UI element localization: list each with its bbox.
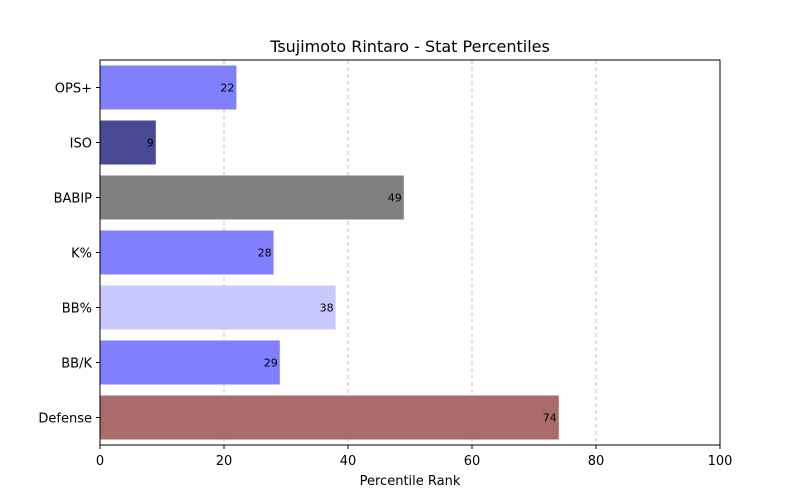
bar [100, 120, 156, 165]
x-tick-label: 40 [340, 454, 357, 469]
bar-value-label: 22 [220, 82, 234, 95]
x-tick-label: 80 [588, 454, 605, 469]
y-tick-label: BABIP [54, 192, 93, 207]
x-tick-label: 60 [464, 454, 481, 469]
chart-title: Tsujimoto Rintaro - Stat Percentiles [269, 37, 550, 56]
y-tick-label: BB% [62, 302, 92, 317]
bar-value-label: 38 [320, 302, 334, 315]
y-tick-label: BB/K [61, 357, 92, 372]
grid [223, 60, 597, 445]
y-tick-label: OPS+ [55, 82, 92, 97]
bar-value-label: 28 [258, 247, 272, 260]
x-tick-label: 100 [708, 454, 733, 469]
axes: OPS+ ISO BABIP K% BB% BB/K Defense 0 20 40 60 80 100 [38, 82, 732, 470]
bar-value-label: 9 [147, 137, 154, 150]
y-tick-label: ISO [70, 137, 92, 152]
bar [100, 175, 404, 220]
x-tick-label: 20 [216, 454, 233, 469]
y-tick-label: Defense [38, 412, 92, 427]
bar [100, 65, 237, 110]
x-tick-label: 0 [96, 454, 104, 469]
x-axis-label: Percentile Rank [360, 474, 461, 489]
bar-value-label: 49 [388, 192, 402, 205]
bar [100, 285, 336, 330]
bar [100, 395, 559, 440]
bar-value-label: 29 [264, 357, 278, 370]
bar-value-label: 74 [543, 412, 557, 425]
y-tick-label: K% [71, 247, 92, 262]
bar [100, 340, 280, 385]
bars: 22 9 49 28 38 29 74 [100, 65, 559, 440]
bar [100, 230, 274, 275]
